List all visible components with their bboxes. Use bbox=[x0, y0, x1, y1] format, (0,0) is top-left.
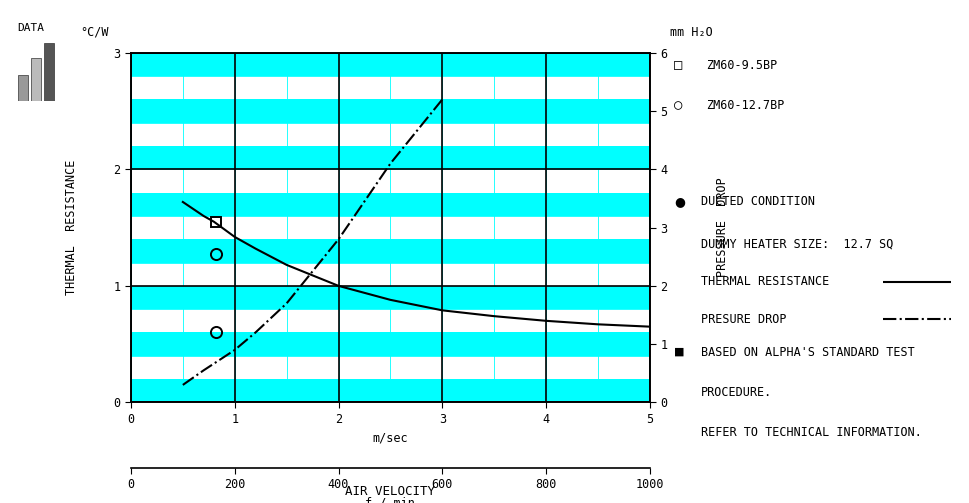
Bar bbox=[131, 53, 649, 76]
Text: PRESSURE  DROP: PRESSURE DROP bbox=[715, 178, 729, 278]
Bar bbox=[131, 239, 649, 263]
Text: BASED ON ALPHA'S STANDARD TEST: BASED ON ALPHA'S STANDARD TEST bbox=[701, 346, 914, 359]
Text: ZM60-12.7BP: ZM60-12.7BP bbox=[705, 99, 784, 112]
Text: ZM60-9.5BP: ZM60-9.5BP bbox=[705, 59, 776, 72]
X-axis label: f / min: f / min bbox=[365, 497, 415, 503]
Text: THERMAL RESISTANCE: THERMAL RESISTANCE bbox=[701, 275, 828, 288]
Text: DATA: DATA bbox=[17, 23, 45, 33]
Bar bbox=[131, 193, 649, 216]
Bar bbox=[131, 146, 649, 170]
Text: PROCEDURE.: PROCEDURE. bbox=[701, 386, 771, 399]
Bar bbox=[131, 332, 649, 356]
Text: °C/W: °C/W bbox=[80, 26, 109, 39]
Bar bbox=[131, 379, 649, 402]
Text: AIR VELOCITY: AIR VELOCITY bbox=[345, 485, 435, 498]
Text: ●: ● bbox=[673, 195, 684, 208]
Text: ○: ○ bbox=[673, 99, 682, 113]
Bar bbox=[131, 100, 649, 123]
Text: DUCTED CONDITION: DUCTED CONDITION bbox=[701, 195, 815, 208]
Bar bbox=[31, 58, 41, 101]
Text: ■: ■ bbox=[673, 347, 684, 357]
Text: PRESURE DROP: PRESURE DROP bbox=[701, 313, 786, 326]
Text: □: □ bbox=[673, 58, 682, 72]
Bar bbox=[18, 75, 28, 101]
Text: REFER TO TECHNICAL INFORMATION.: REFER TO TECHNICAL INFORMATION. bbox=[701, 426, 922, 439]
X-axis label: m/sec: m/sec bbox=[372, 432, 408, 444]
Text: mm H₂O: mm H₂O bbox=[670, 26, 712, 39]
Text: THERMAL  RESISTANCE: THERMAL RESISTANCE bbox=[65, 160, 78, 295]
Bar bbox=[44, 43, 53, 101]
Text: DUMMY HEATER SIZE:  12.7 SQ: DUMMY HEATER SIZE: 12.7 SQ bbox=[701, 237, 892, 250]
Bar bbox=[131, 286, 649, 309]
